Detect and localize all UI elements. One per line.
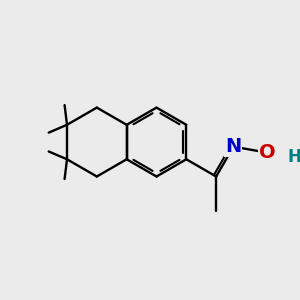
Text: O: O [259,143,276,162]
Text: H: H [287,148,300,166]
Text: N: N [225,137,242,156]
